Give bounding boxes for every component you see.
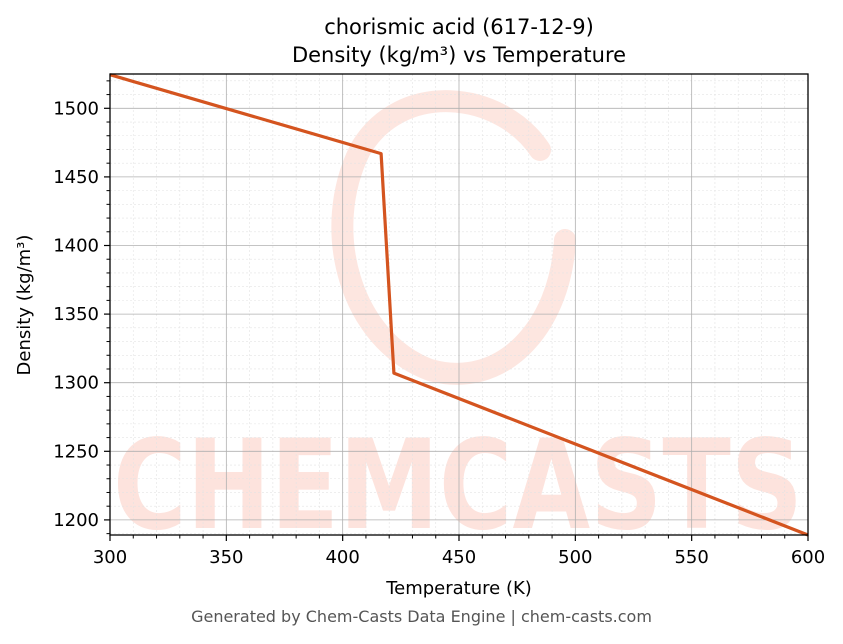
y-tick-label: 1250 — [53, 441, 99, 462]
chart-title-line2: Density (kg/m³) vs Temperature — [292, 43, 626, 67]
y-tick-label: 1450 — [53, 167, 99, 188]
footer-credit: Generated by Chem-Casts Data Engine | ch… — [191, 607, 652, 626]
x-tick-label: 450 — [442, 547, 476, 568]
y-tick-label: 1200 — [53, 510, 99, 531]
x-axis-label: Temperature (K) — [385, 578, 532, 599]
chemcasts-watermark: CHEMCASTS — [113, 90, 803, 558]
chart-title-line1: chorismic acid (617-12-9) — [324, 15, 594, 39]
y-axis-label: Density (kg/m³) — [14, 235, 35, 376]
density-series-line — [109, 73, 809, 537]
y-tick-label: 1400 — [53, 236, 99, 257]
x-axis: 300 350 400 450 500 550 600 — [93, 535, 825, 568]
x-tick-label: 600 — [791, 547, 825, 568]
x-tick-label: 550 — [674, 547, 708, 568]
x-tick-label: 350 — [209, 547, 243, 568]
watermark-swirl — [331, 90, 576, 385]
watermark-text: CHEMCASTS — [113, 414, 803, 558]
y-tick-label: 1300 — [53, 373, 99, 394]
y-tick-label: 1350 — [53, 304, 99, 325]
x-tick-label: 300 — [93, 547, 127, 568]
x-tick-label: 400 — [325, 547, 359, 568]
x-tick-label: 500 — [558, 547, 592, 568]
series-layer — [109, 73, 809, 537]
y-tick-label: 1500 — [53, 98, 99, 119]
y-axis: 1200 1250 1300 1350 1400 1450 1500 — [53, 80, 110, 535]
